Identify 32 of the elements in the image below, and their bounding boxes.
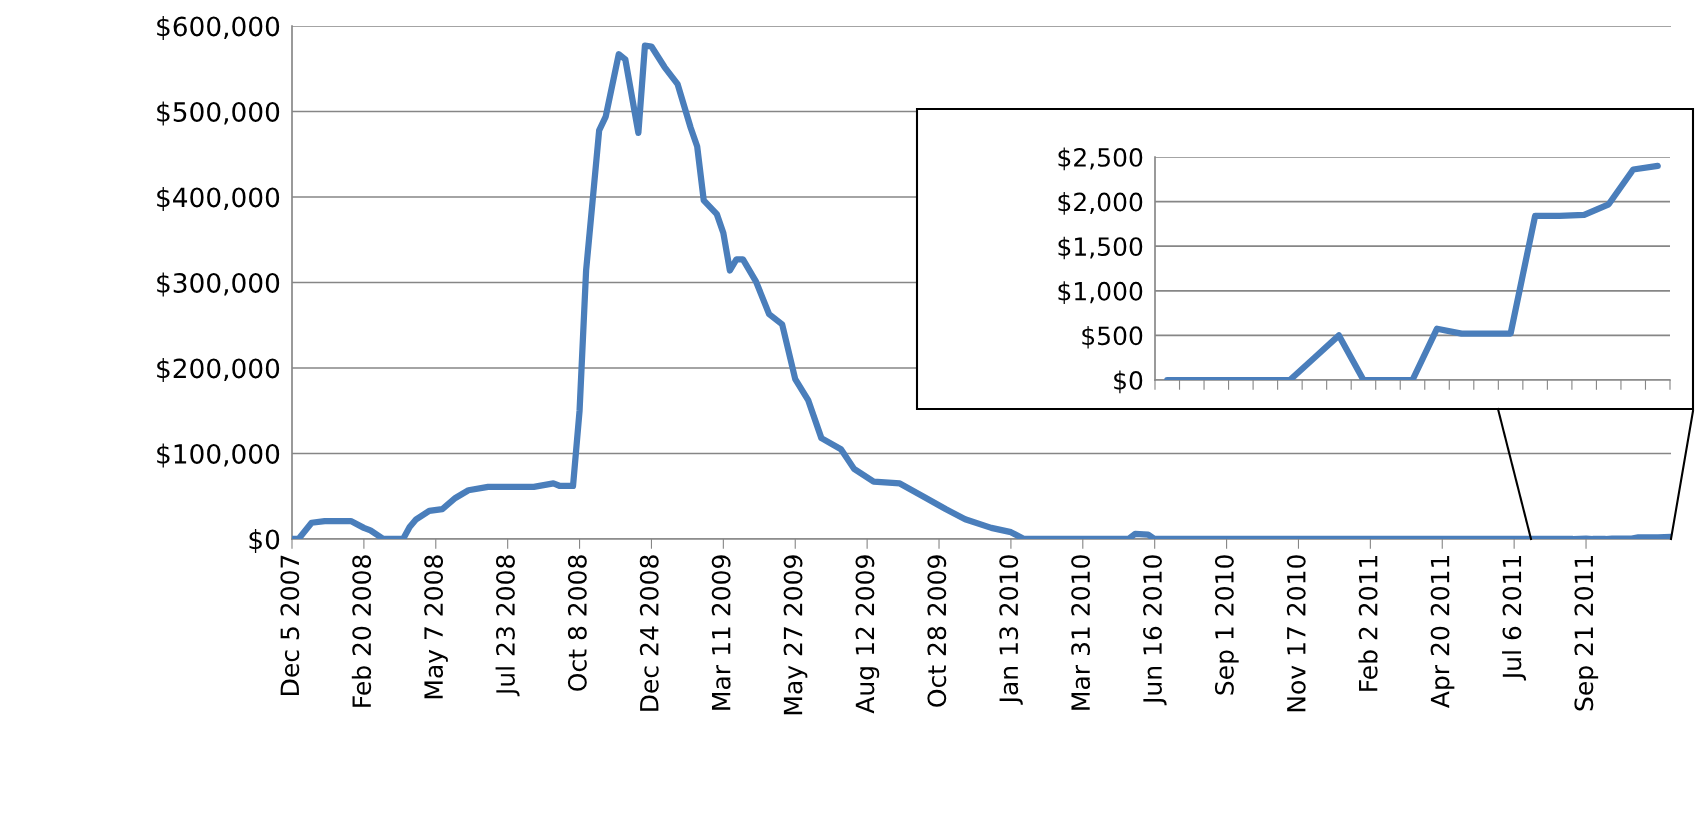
x-tick-label: Mar 31 2010 [1071, 555, 1091, 710]
y-tick-label: $400,000 [157, 186, 280, 211]
x-tick-label: Sep 21 2011 [1574, 555, 1599, 711]
x-tick-label: Jan 13 2010 [999, 555, 1023, 705]
x-tick-label: Mar 11 2009 [711, 555, 731, 710]
y-tick-label: $600,000 [157, 15, 280, 40]
x-tick-label: Feb 20 2008 [351, 555, 372, 707]
y-tick-label: $0 [249, 528, 280, 553]
x-tick-label: Oct 8 2008 [567, 555, 587, 691]
y-tick-label: $200,000 [157, 357, 280, 382]
y-tick-label: $100,000 [157, 443, 280, 468]
x-tick-label: May 7 2008 [424, 555, 448, 699]
x-tick-label: Jul 6 2011 [1502, 555, 1527, 681]
x-tick-label: Apr 20 2011 [1430, 555, 1455, 708]
y-tick-label: $1,000 [1058, 281, 1143, 304]
y-tick-label: $1,500 [1058, 236, 1143, 260]
y-tick-label: $2,000 [1058, 192, 1143, 215]
x-tick-label: May 27 2009 [783, 555, 808, 715]
y-tick-label: $2,500 [1058, 147, 1143, 171]
x-tick-label: Sep 1 2010 [1214, 555, 1239, 695]
x-tick-label: Dec 24 2008 [639, 555, 659, 711]
x-tick-label: Dec 5 2007 [280, 555, 300, 695]
y-tick-label: $500 [1082, 325, 1143, 349]
x-tick-label: Jun 16 2010 [1143, 555, 1167, 706]
y-tick-label: $0 [1114, 370, 1143, 394]
x-tick-label: Oct 28 2009 [927, 555, 947, 707]
x-tick-label: Jul 23 2008 [495, 555, 520, 697]
x-tick-label: Aug 12 2009 [855, 555, 880, 714]
x-tick-label: Feb 2 2011 [1358, 555, 1378, 691]
y-tick-label: $300,000 [157, 272, 280, 297]
x-tick-label: Nov 17 2010 [1286, 555, 1306, 712]
y-tick-label: $500,000 [157, 101, 280, 126]
